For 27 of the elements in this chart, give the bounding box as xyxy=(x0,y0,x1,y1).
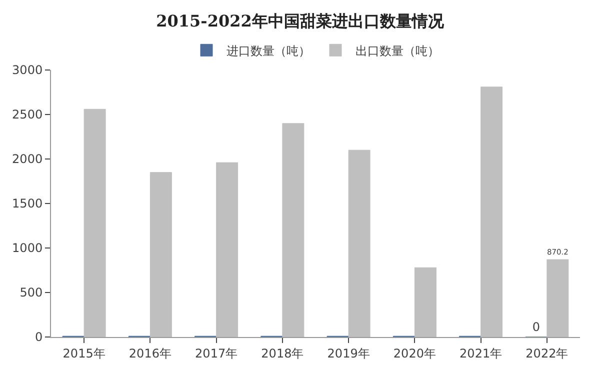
y-tick-label: 0 xyxy=(34,330,43,344)
y-tick-label: 3000 xyxy=(12,63,43,78)
x-tick-label: 2018年 xyxy=(261,346,304,360)
chart-title: 2015-2022年中国甜菜进出口数量情况 xyxy=(156,11,445,30)
y-tick-label: 2000 xyxy=(12,152,43,166)
bar xyxy=(348,150,370,337)
x-tick-label: 2015年 xyxy=(62,346,106,360)
bar xyxy=(150,172,172,337)
bar xyxy=(282,123,304,337)
y-tick-label: 1000 xyxy=(12,241,43,256)
bar xyxy=(414,267,436,337)
legend-label: 进口数量（吨） xyxy=(226,44,310,58)
y-tick-label: 500 xyxy=(20,286,43,300)
x-tick-label: 2021年 xyxy=(460,346,502,360)
bar xyxy=(546,259,569,337)
x-tick-label: 2016年 xyxy=(128,346,172,360)
x-tick-label: 2017年 xyxy=(195,346,238,360)
bar xyxy=(84,108,106,337)
y-tick-label: 1500 xyxy=(12,196,43,211)
legend-label: 出口数量（吨） xyxy=(356,44,440,58)
bar xyxy=(216,162,238,337)
x-tick-label: 2020年 xyxy=(393,346,436,360)
y-tick-label: 2500 xyxy=(12,108,43,122)
x-tick-label: 2019年 xyxy=(327,346,370,360)
data-label: 0 xyxy=(532,320,540,334)
x-tick-label: 2022年 xyxy=(526,346,568,360)
bar xyxy=(480,86,503,337)
